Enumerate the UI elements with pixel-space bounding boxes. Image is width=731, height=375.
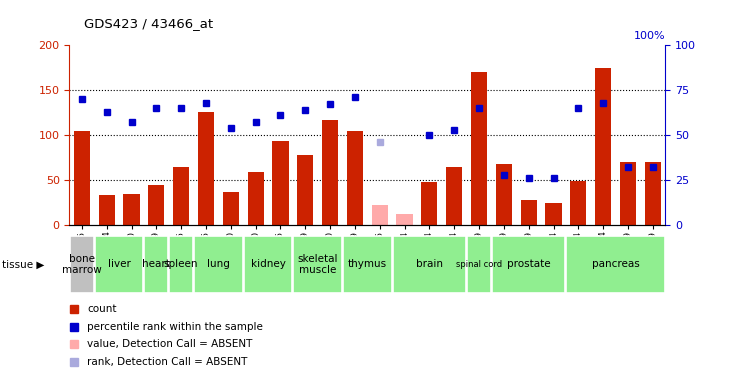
Bar bbox=[124, 194, 140, 225]
Text: brain: brain bbox=[416, 260, 443, 269]
Bar bbox=[570, 181, 586, 225]
Bar bbox=[243, 236, 292, 292]
Bar bbox=[145, 236, 168, 292]
Bar bbox=[173, 166, 189, 225]
Bar bbox=[298, 155, 314, 225]
Bar bbox=[70, 236, 94, 292]
Bar bbox=[223, 192, 239, 225]
Bar bbox=[471, 72, 487, 225]
Bar bbox=[371, 205, 388, 225]
Text: GDS423 / 43466_at: GDS423 / 43466_at bbox=[84, 17, 213, 30]
Text: heart: heart bbox=[143, 260, 170, 269]
Bar bbox=[645, 162, 661, 225]
Bar bbox=[148, 184, 164, 225]
Text: count: count bbox=[87, 304, 117, 314]
Bar bbox=[620, 162, 636, 225]
Text: percentile rank within the sample: percentile rank within the sample bbox=[87, 322, 263, 332]
Text: 100%: 100% bbox=[634, 32, 665, 41]
Bar bbox=[421, 182, 437, 225]
Bar bbox=[248, 172, 264, 225]
Text: rank, Detection Call = ABSENT: rank, Detection Call = ABSENT bbox=[87, 357, 248, 367]
Text: thymus: thymus bbox=[348, 260, 387, 269]
Bar bbox=[520, 200, 537, 225]
Bar bbox=[198, 112, 214, 225]
Text: lung: lung bbox=[207, 260, 230, 269]
Text: tissue ▶: tissue ▶ bbox=[2, 260, 45, 269]
Bar bbox=[343, 236, 392, 292]
Bar bbox=[396, 214, 412, 225]
Bar bbox=[545, 203, 561, 225]
Bar bbox=[95, 236, 143, 292]
Bar bbox=[446, 166, 462, 225]
Bar bbox=[194, 236, 243, 292]
Text: spleen: spleen bbox=[164, 260, 198, 269]
Bar bbox=[170, 236, 193, 292]
Text: spinal cord: spinal cord bbox=[456, 260, 502, 269]
Text: pancreas: pancreas bbox=[591, 260, 640, 269]
Bar bbox=[567, 236, 664, 292]
Text: liver: liver bbox=[107, 260, 131, 269]
Text: value, Detection Call = ABSENT: value, Detection Call = ABSENT bbox=[87, 339, 253, 349]
Bar bbox=[467, 236, 491, 292]
Bar bbox=[322, 120, 338, 225]
Bar bbox=[273, 141, 289, 225]
Bar bbox=[496, 164, 512, 225]
Bar bbox=[346, 130, 363, 225]
Bar bbox=[595, 68, 611, 225]
Bar bbox=[393, 236, 466, 292]
Bar bbox=[74, 131, 90, 225]
Text: kidney: kidney bbox=[251, 260, 286, 269]
Bar bbox=[99, 195, 115, 225]
Bar bbox=[492, 236, 565, 292]
Text: bone
marrow: bone marrow bbox=[62, 254, 102, 275]
Bar bbox=[293, 236, 342, 292]
Text: prostate: prostate bbox=[507, 260, 550, 269]
Text: skeletal
muscle: skeletal muscle bbox=[298, 254, 338, 275]
